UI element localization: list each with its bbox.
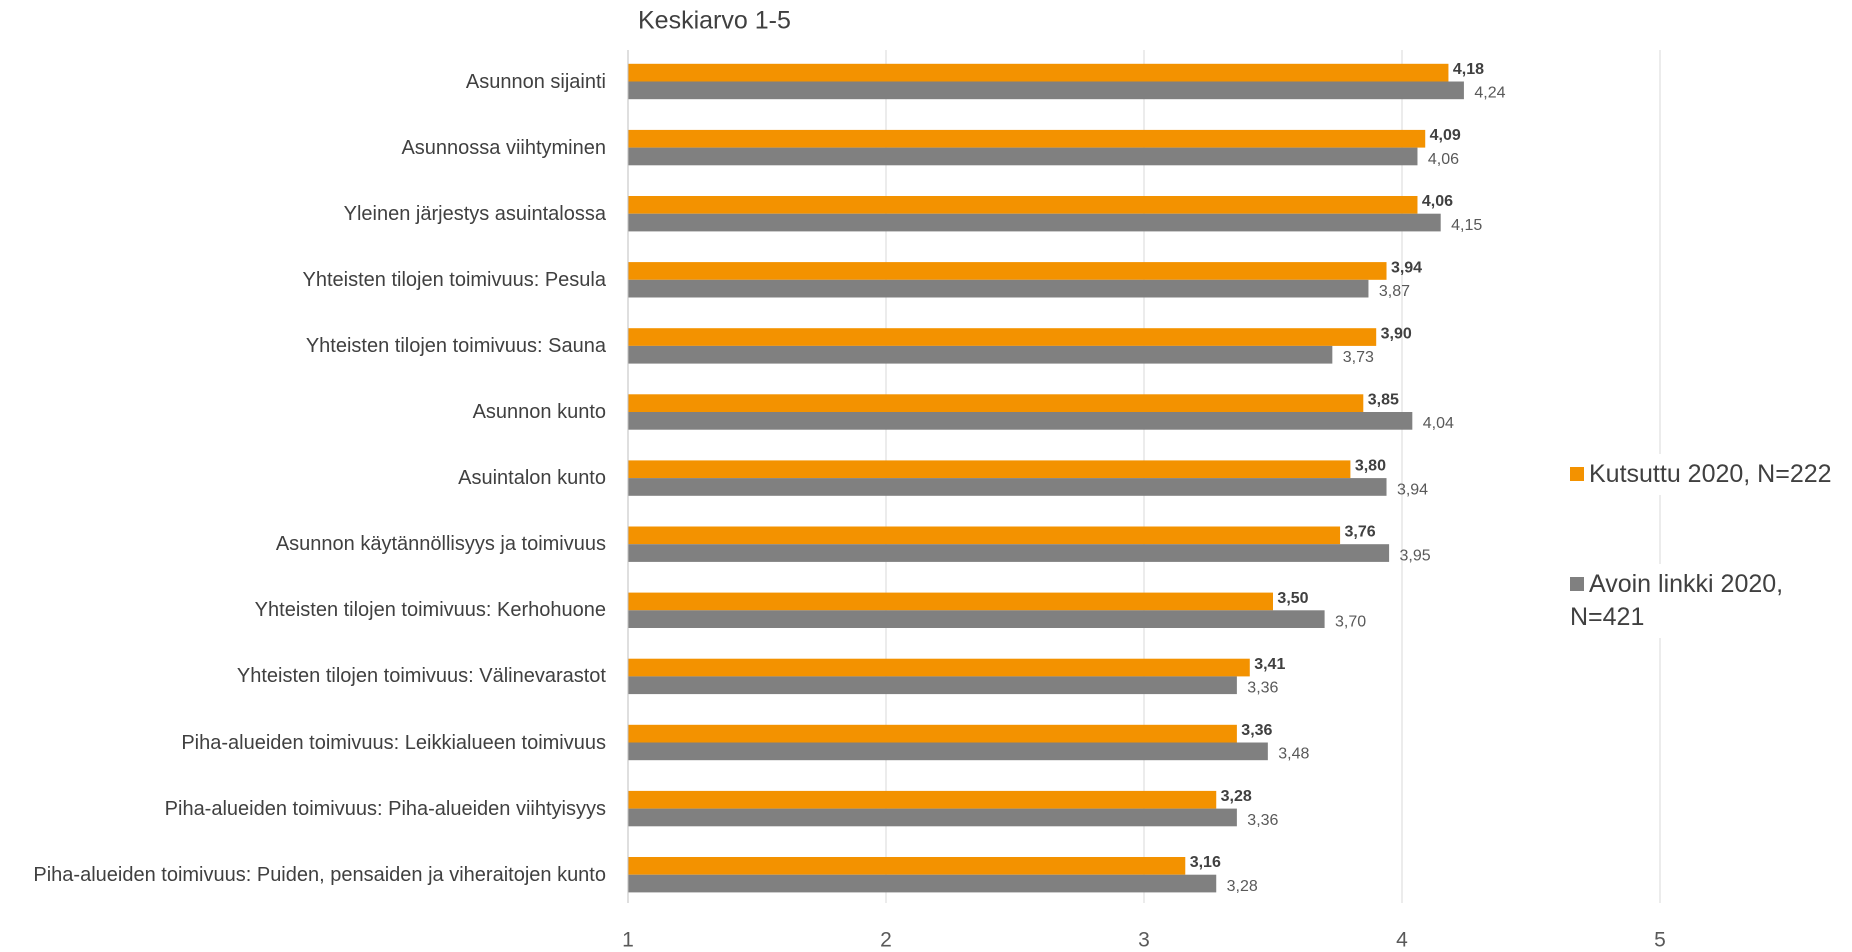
bar xyxy=(628,394,1364,412)
legend-swatch xyxy=(1570,577,1584,591)
value-label: 3,90 xyxy=(1381,325,1412,342)
legend-swatch xyxy=(1570,467,1584,481)
value-label: 3,48 xyxy=(1278,746,1309,763)
category-label: Asunnon sijainti xyxy=(465,70,606,93)
category-label: Asunnon kunto xyxy=(472,401,606,423)
bar xyxy=(628,790,1217,809)
value-label: 4,04 xyxy=(1423,415,1454,432)
value-label: 4,06 xyxy=(1422,193,1453,210)
bar xyxy=(628,262,1387,280)
bar xyxy=(628,345,1333,364)
bar xyxy=(628,544,1390,562)
value-label: 3,41 xyxy=(1254,656,1285,673)
bar xyxy=(628,658,1250,677)
value-label: 3,36 xyxy=(1241,722,1272,739)
value-label: 4,09 xyxy=(1430,127,1461,144)
category-label: Piha-alueiden toimivuus: Leikkialueen to… xyxy=(181,731,606,754)
x-tick-label: 3 xyxy=(1138,929,1150,952)
bar xyxy=(628,81,1464,100)
bar xyxy=(628,460,1351,479)
value-label: 4,18 xyxy=(1453,61,1484,78)
bar xyxy=(628,526,1341,545)
bar xyxy=(628,808,1237,827)
bar xyxy=(628,874,1217,893)
x-tick-label: 2 xyxy=(880,929,892,952)
bar xyxy=(628,610,1325,628)
bar xyxy=(628,279,1369,298)
value-label: 3,28 xyxy=(1221,788,1252,805)
bar xyxy=(628,129,1426,148)
legend-item: Kutsuttu 2020, N=222 xyxy=(1570,454,1852,495)
category-label: Asunnossa viihtyminen xyxy=(401,136,606,159)
value-label: 3,76 xyxy=(1345,524,1376,541)
category-label: Asunnon käytännöllisyys ja toimivuus xyxy=(275,533,606,556)
bar xyxy=(628,196,1418,214)
bar xyxy=(628,724,1237,743)
legend-label: Kutsuttu 2020, N=222 xyxy=(1589,460,1832,488)
value-label: 3,80 xyxy=(1355,458,1386,475)
bar xyxy=(628,328,1377,346)
category-label: Yhteisten tilojen toimivuus: Pesula xyxy=(302,268,607,291)
category-label: Yhteisten tilojen toimivuus: Sauna xyxy=(305,334,606,357)
bar xyxy=(628,412,1413,430)
category-label: Piha-alueiden toimivuus: Piha-alueiden v… xyxy=(164,797,606,820)
value-label: 3,70 xyxy=(1335,614,1366,631)
category-label: Yleinen järjestys asuintalossa xyxy=(343,202,606,225)
bar xyxy=(628,592,1273,611)
value-label: 3,28 xyxy=(1227,878,1258,895)
bar xyxy=(628,63,1449,82)
value-label: 4,24 xyxy=(1474,85,1505,102)
value-label: 3,94 xyxy=(1391,259,1422,276)
value-label: 4,15 xyxy=(1451,217,1482,234)
value-label: 4,06 xyxy=(1428,151,1459,168)
x-tick-label: 5 xyxy=(1654,929,1666,952)
x-tick-label: 4 xyxy=(1396,929,1408,952)
category-label: Asuintalon kunto xyxy=(458,467,606,490)
value-label: 3,85 xyxy=(1368,392,1399,409)
chart-title: Keskiarvo 1-5 xyxy=(638,7,791,35)
value-label: 3,87 xyxy=(1379,283,1410,300)
value-label: 3,50 xyxy=(1277,590,1308,607)
bar xyxy=(628,147,1418,166)
legend-item: Avoin linkki 2020, N=421 xyxy=(1570,564,1852,638)
bar xyxy=(628,742,1268,761)
category-label: Piha-alueiden toimivuus: Puiden, pensaid… xyxy=(33,863,606,886)
value-label: 3,36 xyxy=(1247,680,1278,697)
value-label: 3,95 xyxy=(1400,547,1431,564)
value-label: 3,94 xyxy=(1397,481,1428,498)
x-tick-label: 1 xyxy=(622,929,634,952)
value-label: 3,73 xyxy=(1343,349,1374,366)
value-label: 3,16 xyxy=(1190,854,1221,871)
legend-label: Avoin linkki 2020, N=421 xyxy=(1570,570,1784,631)
bar xyxy=(628,213,1441,232)
category-label: Yhteisten tilojen toimivuus: Kerhohuone xyxy=(254,599,606,622)
bar xyxy=(628,478,1387,496)
bar xyxy=(628,676,1237,695)
value-label: 3,36 xyxy=(1247,812,1278,829)
bar xyxy=(628,857,1186,875)
category-label: Yhteisten tilojen toimivuus: Välinevaras… xyxy=(236,665,606,688)
